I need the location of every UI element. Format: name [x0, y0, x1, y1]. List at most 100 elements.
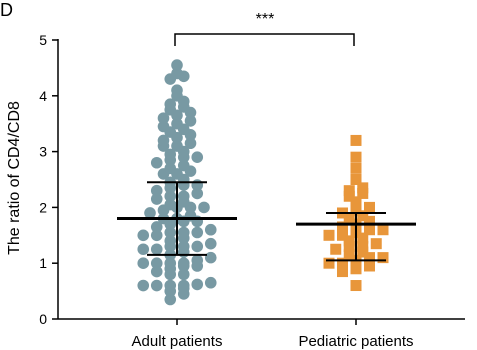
adult-data-point — [164, 226, 177, 239]
pediatric-data-point — [337, 229, 348, 241]
adult-data-point — [157, 120, 170, 133]
adult-data-point — [204, 223, 217, 236]
y-tick-label: 5 — [39, 32, 47, 48]
y-tick-label: 3 — [39, 144, 47, 160]
pediatric-data-point — [364, 252, 375, 264]
pediatric-data-point — [364, 260, 375, 272]
y-tick-label: 0 — [39, 311, 47, 327]
pediatric-data-point — [364, 215, 375, 227]
summary-lines — [117, 181, 416, 262]
adult-data-point — [164, 162, 177, 175]
adult-data-point — [177, 257, 190, 270]
adult-data-point — [177, 159, 190, 172]
adult-data-point — [150, 243, 163, 256]
adult-data-point — [191, 226, 204, 239]
pediatric-data-point — [323, 229, 335, 241]
y-tick-label: 2 — [39, 199, 47, 215]
data-points — [137, 59, 389, 306]
adult-data-point — [171, 140, 183, 152]
pediatric-data-point — [337, 221, 348, 233]
adult-data-point — [164, 235, 177, 247]
adult-data-point — [150, 184, 163, 197]
pediatric-data-point — [350, 204, 362, 216]
pediatric-data-point — [350, 263, 362, 275]
adult-data-point — [177, 268, 190, 281]
adult-data-point — [204, 276, 217, 289]
adult-data-point — [204, 251, 217, 264]
panel-label: D — [0, 0, 13, 20]
adult-data-point — [137, 257, 150, 270]
y-tick-label: 4 — [39, 88, 47, 104]
pediatric-data-point — [357, 240, 369, 252]
pediatric-data-point — [364, 201, 375, 213]
adult-data-point — [164, 190, 177, 203]
pediatric-data-point — [357, 210, 369, 222]
pediatric-data-point — [357, 182, 369, 194]
pediatric-data-point — [343, 249, 355, 261]
adult-data-point — [164, 198, 177, 211]
pediatric-data-point — [330, 243, 342, 255]
adult-data-point — [171, 59, 183, 71]
adult-data-point — [177, 190, 190, 203]
adult-data-point — [177, 240, 190, 253]
adult-data-point — [150, 265, 163, 278]
significance-bracket: *** — [174, 11, 355, 46]
adult-data-point — [150, 193, 163, 205]
pediatric-data-point — [377, 224, 389, 236]
x-tick-label: Pediatric patients — [298, 333, 413, 350]
y-tick-label: 1 — [39, 255, 47, 271]
adult-data-point — [164, 257, 177, 270]
adult-data-point — [177, 226, 190, 239]
adult-data-point — [204, 237, 217, 250]
pediatric-data-point — [357, 246, 369, 258]
adult-data-point — [184, 137, 197, 150]
adult-data-point — [164, 293, 177, 306]
pediatric-data-point — [357, 187, 369, 199]
adult-data-point — [198, 201, 210, 214]
adult-data-point — [150, 279, 163, 292]
adult-data-point — [191, 179, 204, 191]
pediatric-data-point — [370, 238, 382, 250]
y-axis-label: The ratio of CD4/CD8 — [6, 101, 23, 255]
adult-data-point — [150, 221, 163, 233]
adult-data-point — [171, 67, 183, 80]
pediatric-data-point — [377, 252, 389, 264]
adult-data-point — [171, 117, 183, 130]
pediatric-data-point — [350, 196, 362, 208]
adult-data-point — [184, 115, 197, 127]
axes: 0 1 2 3 4 5 Adult patients Pediatric patients — [39, 32, 465, 350]
pediatric-data-point — [343, 213, 355, 225]
adult-data-point — [191, 278, 204, 291]
pediatric-data-point — [350, 134, 362, 146]
adult-data-point — [137, 279, 150, 292]
adult-data-point — [177, 279, 190, 292]
adult-data-point — [171, 84, 183, 97]
adult-data-point — [164, 279, 177, 292]
adult-data-point — [191, 187, 204, 200]
adult-data-point — [164, 148, 177, 161]
pediatric-data-point — [343, 240, 355, 252]
pediatric-data-point — [350, 151, 362, 163]
adult-data-point — [150, 229, 163, 242]
adult-data-point — [191, 240, 204, 253]
adult-data-point — [144, 207, 156, 219]
pediatric-data-point — [337, 257, 348, 269]
pediatric-data-point — [350, 162, 362, 174]
adult-data-point — [137, 243, 150, 256]
pediatric-data-point — [323, 257, 335, 269]
adult-data-point — [164, 98, 177, 110]
pediatric-data-point — [350, 280, 362, 292]
significance-bracket-line — [174, 33, 355, 46]
adult-data-point — [137, 229, 150, 242]
significance-label: *** — [256, 11, 275, 28]
adult-data-point — [150, 257, 163, 270]
pediatric-data-point — [364, 224, 375, 236]
pediatric-data-point — [337, 266, 348, 278]
pediatric-data-point — [350, 174, 362, 185]
adult-data-point — [191, 254, 204, 267]
adult-data-point — [157, 112, 170, 124]
pediatric-data-point — [343, 235, 355, 247]
adult-data-point — [150, 156, 163, 169]
x-tick-label: Adult patients — [132, 333, 223, 350]
